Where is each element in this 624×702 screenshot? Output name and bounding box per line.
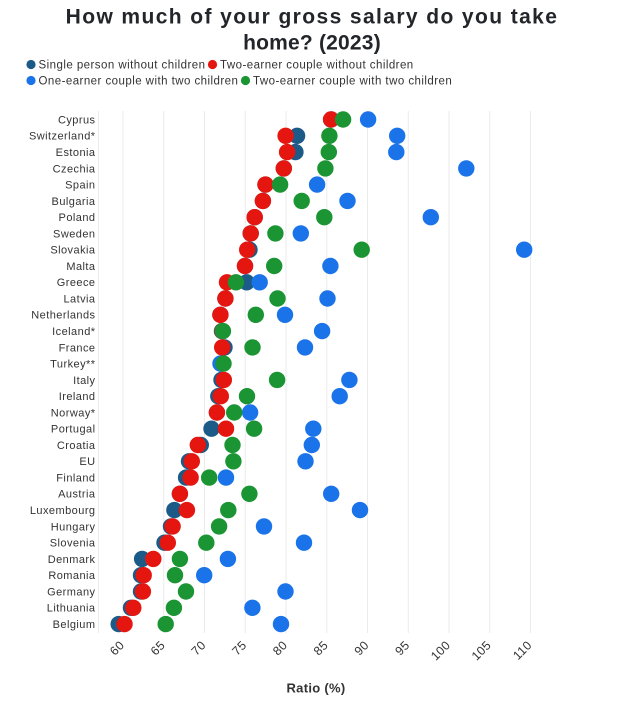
svg-text:EU: EU [79,456,95,468]
svg-text:Two-earner couple without chil: Two-earner couple without children [220,60,414,72]
svg-text:Germany: Germany [47,586,95,598]
svg-text:Iceland*: Iceland* [52,326,96,338]
svg-text:Hungary: Hungary [51,521,96,533]
svg-text:Austria: Austria [58,489,96,501]
svg-text:Greece: Greece [57,277,96,289]
svg-text:Norway*: Norway* [51,407,96,419]
svg-text:Slovenia: Slovenia [50,538,96,550]
svg-text:Estonia: Estonia [56,147,96,159]
svg-text:Malta: Malta [66,261,96,273]
svg-text:Turkey**: Turkey** [50,359,96,371]
svg-text:Lithuania: Lithuania [47,603,96,615]
svg-text:Belgium: Belgium [53,619,96,631]
svg-text:Bulgaria: Bulgaria [52,196,96,208]
svg-text:France: France [59,342,96,354]
svg-text:Slovakia: Slovakia [50,245,96,257]
svg-text:Two-earner couple with two chi: Two-earner couple with two children [253,76,452,88]
svg-text:Spain: Spain [65,180,95,192]
svg-text:Romania: Romania [48,570,96,582]
svg-text:Portugal: Portugal [51,424,96,436]
svg-text:Ratio (%): Ratio (%) [286,681,345,696]
svg-text:Italy: Italy [73,375,95,387]
svg-text:How much of your gross salary: How much of your gross salary do you tak… [66,6,559,29]
svg-text:Poland: Poland [59,212,96,224]
svg-text:Finland: Finland [56,473,95,485]
svg-text:Sweden: Sweden [53,228,95,240]
svg-text:Single person without children: Single person without children [39,60,206,72]
svg-text:One-earner couple with two chi: One-earner couple with two children [39,76,239,88]
svg-text:Switzerland*: Switzerland* [29,131,96,143]
svg-text:Netherlands: Netherlands [31,310,95,322]
svg-text:Cyprus: Cyprus [58,114,96,126]
svg-text:Latvia: Latvia [63,293,95,305]
svg-text:Ireland: Ireland [59,391,96,403]
svg-text:Luxembourg: Luxembourg [30,505,96,517]
svg-text:Czechia: Czechia [53,163,96,175]
svg-text:Croatia: Croatia [57,440,96,452]
svg-text:Denmark: Denmark [48,554,96,566]
svg-text:home? (2023): home? (2023) [243,32,381,55]
